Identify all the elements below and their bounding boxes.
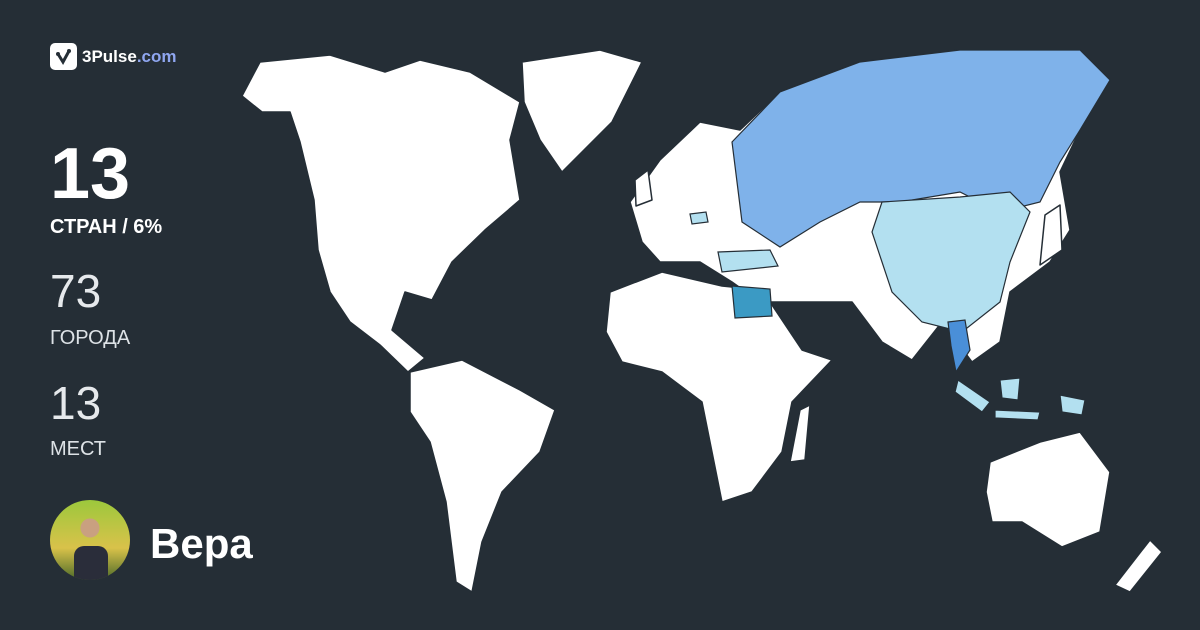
countries-label: СТРАН / 6% <box>50 216 163 238</box>
africa[interactable] <box>605 271 833 503</box>
country-egypt[interactable] <box>731 285 773 319</box>
country-thailand[interactable] <box>947 319 971 374</box>
places-label: МЕСТ <box>50 438 106 460</box>
greenland[interactable] <box>521 49 643 173</box>
cities-count: 73 <box>50 265 102 317</box>
brand-domain: .com <box>136 46 177 66</box>
avatar[interactable] <box>50 500 130 580</box>
australia[interactable] <box>985 431 1111 548</box>
south-america[interactable] <box>409 359 556 593</box>
country-china[interactable] <box>871 191 1031 333</box>
countries-count: 13 <box>50 134 131 214</box>
cities-label: ГОРОДА <box>50 327 131 349</box>
pulse-check-icon <box>50 43 77 70</box>
brand-logo[interactable]: 3Pulse.com <box>50 43 177 70</box>
uk[interactable] <box>634 169 653 207</box>
user-name: Вера <box>150 520 253 567</box>
new-zealand[interactable] <box>1114 539 1163 593</box>
brand-name: 3Pulse <box>82 46 137 66</box>
country-turkey[interactable] <box>717 249 779 273</box>
country-indonesia[interactable] <box>954 377 1086 421</box>
north-america[interactable] <box>241 54 521 373</box>
places-count: 13 <box>50 377 102 429</box>
madagascar[interactable] <box>789 404 811 463</box>
country-czechia[interactable] <box>689 211 709 225</box>
japan[interactable] <box>1039 204 1063 266</box>
